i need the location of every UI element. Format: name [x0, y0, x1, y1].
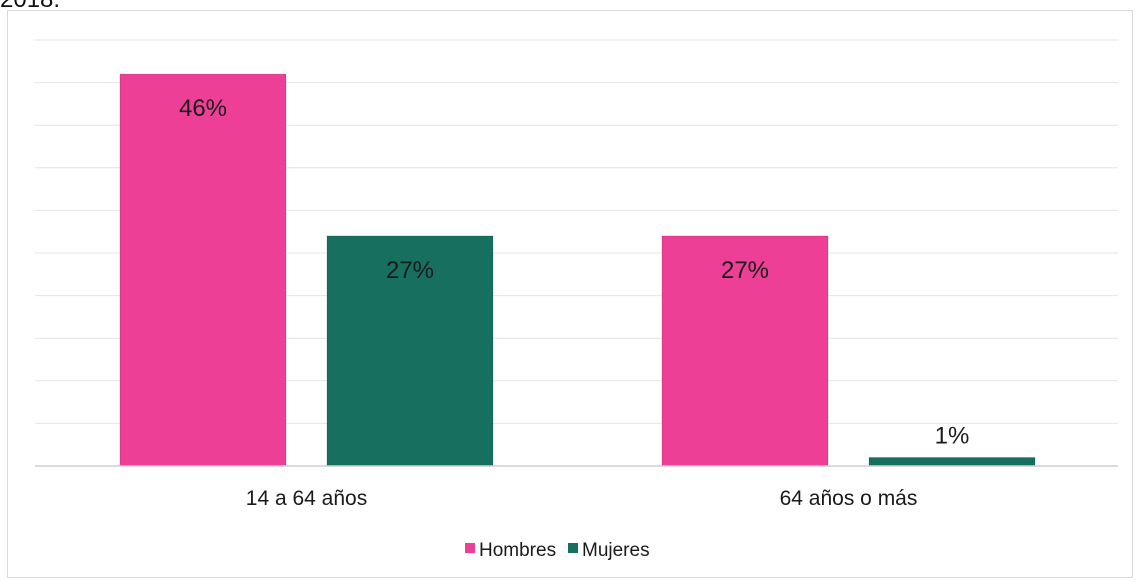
- data-label-mujeres-64-años-o-más: 1%: [935, 422, 970, 449]
- data-label-mujeres-14-a-64-años: 27%: [386, 257, 434, 284]
- data-label-hombres-14-a-64-años: 46%: [179, 95, 227, 122]
- legend-label-hombres: Hombres: [479, 540, 556, 561]
- category-label: 64 años o más: [780, 487, 918, 510]
- bar-hombres-14-a-64-años: [119, 73, 287, 467]
- chart-header-fragment: 2018.: [0, 0, 60, 14]
- data-labels: 46% 27% 27% 1%: [179, 95, 969, 449]
- legend-swatch-hombres: [465, 543, 475, 553]
- bar-hombres-64-años-o-más: [661, 235, 829, 467]
- bar-mujeres-64-años-o-más: [868, 456, 1036, 467]
- data-label-hombres-64-años-o-más: 27%: [721, 257, 769, 284]
- legend-swatch-mujeres: [568, 543, 578, 553]
- legend: Hombres Mujeres: [465, 540, 650, 561]
- bars: [119, 73, 1036, 467]
- category-label: 14 a 64 años: [246, 487, 367, 510]
- category-labels: 14 a 64 años 64 años o más: [246, 487, 918, 510]
- legend-label-mujeres: Mujeres: [582, 540, 650, 561]
